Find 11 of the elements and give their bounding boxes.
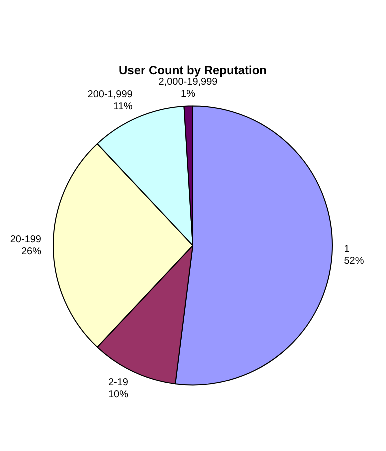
slice-label: 2-19 (108, 378, 129, 389)
slice-label: 2,000-19,999 (158, 77, 218, 88)
slice-label: 1 (344, 244, 350, 255)
data-label: 1% (181, 89, 196, 100)
data-label: 11% (114, 101, 133, 112)
slice-label: 200-1,999 (88, 89, 134, 100)
data-label: 26% (21, 246, 42, 258)
chart-title: User Count by Reputation (118, 64, 268, 78)
slice-label: 20-199 (10, 234, 42, 246)
data-label: 52% (344, 256, 364, 267)
data-label: 10% (108, 390, 129, 401)
